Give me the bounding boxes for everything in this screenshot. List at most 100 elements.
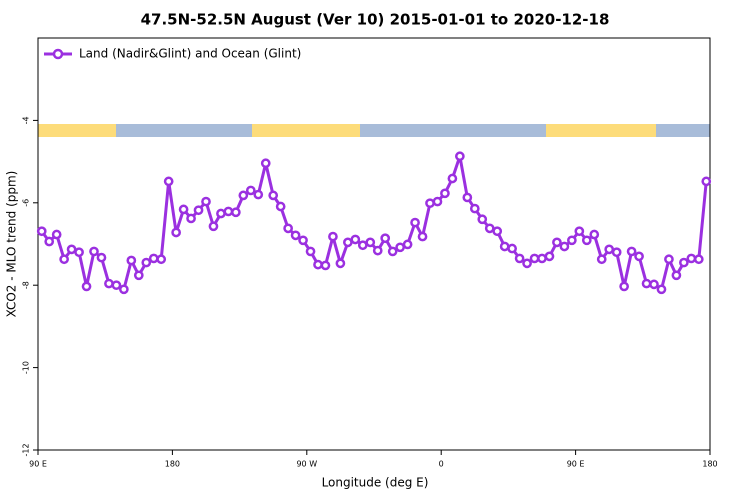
x-tick-label: 180 [702, 460, 717, 469]
point-marker [492, 226, 503, 237]
point-marker [410, 217, 420, 228]
point-marker [626, 246, 637, 257]
point-marker [59, 254, 69, 265]
point-marker [522, 258, 532, 269]
point-marker [365, 237, 376, 248]
point-marker [387, 246, 398, 257]
point-marker [89, 246, 99, 257]
point-marker [357, 240, 368, 251]
point-marker [671, 270, 682, 281]
point-marker [245, 185, 256, 196]
point-marker [298, 235, 308, 246]
point-marker [544, 251, 555, 262]
point-marker [417, 231, 428, 242]
point-marker [133, 270, 144, 281]
point-marker [484, 223, 495, 234]
point-marker [350, 234, 361, 245]
point-marker [268, 190, 279, 201]
point-marker [178, 204, 189, 215]
y-tick-label: -4 [22, 116, 31, 124]
series-line [40, 154, 708, 291]
point-marker [596, 254, 607, 265]
point-marker [81, 281, 92, 292]
point-marker [462, 192, 473, 203]
point-marker [343, 237, 353, 248]
point-marker [238, 190, 249, 201]
y-tick-label: -12 [22, 443, 31, 456]
y-axis-label: XCO2 - MLO trend (ppm) [5, 171, 19, 318]
point-marker [290, 230, 301, 241]
point-marker [141, 257, 152, 268]
point-marker [208, 221, 219, 232]
x-tick-label: 90 E [29, 460, 47, 469]
point-marker [74, 247, 84, 258]
point-marker [119, 284, 129, 295]
point-marker [440, 188, 450, 199]
point-marker [216, 208, 226, 219]
point-marker [686, 253, 697, 264]
point-marker [529, 253, 540, 264]
point-marker [111, 280, 122, 291]
y-tick-label: -10 [22, 361, 31, 374]
point-marker [589, 229, 600, 240]
x-axis-label: Longitude (deg E) [322, 476, 429, 490]
point-marker [455, 151, 465, 162]
y-tick-label: -6 [22, 199, 31, 207]
point-marker [231, 207, 241, 218]
point-marker [148, 253, 159, 264]
point-marker [447, 173, 458, 184]
point-marker [499, 241, 510, 252]
point-marker [193, 205, 204, 216]
point-marker [581, 235, 592, 246]
point-marker [559, 241, 570, 252]
point-marker [701, 176, 712, 187]
point-marker [313, 259, 323, 270]
point-marker [649, 279, 659, 290]
point-marker [51, 229, 62, 240]
point-marker [574, 226, 585, 237]
legend-label: Land (Nadir&Glint) and Ocean (Glint) [79, 47, 301, 61]
x-tick-label: 180 [165, 460, 180, 469]
point-marker [253, 189, 264, 200]
point-marker [693, 254, 704, 265]
point-marker [96, 252, 107, 263]
point-marker [201, 196, 211, 207]
point-marker [156, 254, 167, 265]
point-marker [223, 206, 234, 217]
point-marker [679, 257, 689, 268]
point-marker [514, 253, 525, 264]
point-marker [567, 235, 577, 246]
x-tick-label: 90 W [296, 460, 317, 469]
legend-marker [52, 48, 64, 60]
point-marker [619, 281, 629, 292]
point-marker [641, 278, 652, 289]
point-marker [275, 201, 286, 212]
x-tick-label: 0 [439, 460, 444, 469]
point-marker [507, 243, 517, 254]
point-marker [634, 251, 644, 262]
point-marker [425, 198, 435, 209]
point-marker [552, 237, 562, 248]
point-marker [186, 213, 196, 224]
point-marker [469, 203, 480, 214]
y-tick-label: -8 [22, 281, 31, 289]
point-marker [328, 231, 338, 242]
point-marker [380, 233, 391, 244]
point-marker [66, 244, 77, 255]
point-marker [44, 236, 55, 247]
point-marker [260, 158, 271, 169]
point-marker [664, 254, 674, 265]
point-marker [104, 278, 114, 289]
point-marker [656, 284, 667, 295]
point-marker [283, 223, 293, 234]
plot-frame [37, 37, 711, 451]
point-marker [537, 253, 547, 264]
point-marker [335, 258, 346, 269]
point-marker [402, 239, 413, 250]
point-marker [320, 260, 331, 271]
point-marker [372, 245, 383, 256]
chart-title: 47.5N-52.5N August (Ver 10) 2015-01-01 t… [141, 11, 610, 29]
point-marker [163, 176, 174, 187]
point-marker [171, 227, 181, 238]
